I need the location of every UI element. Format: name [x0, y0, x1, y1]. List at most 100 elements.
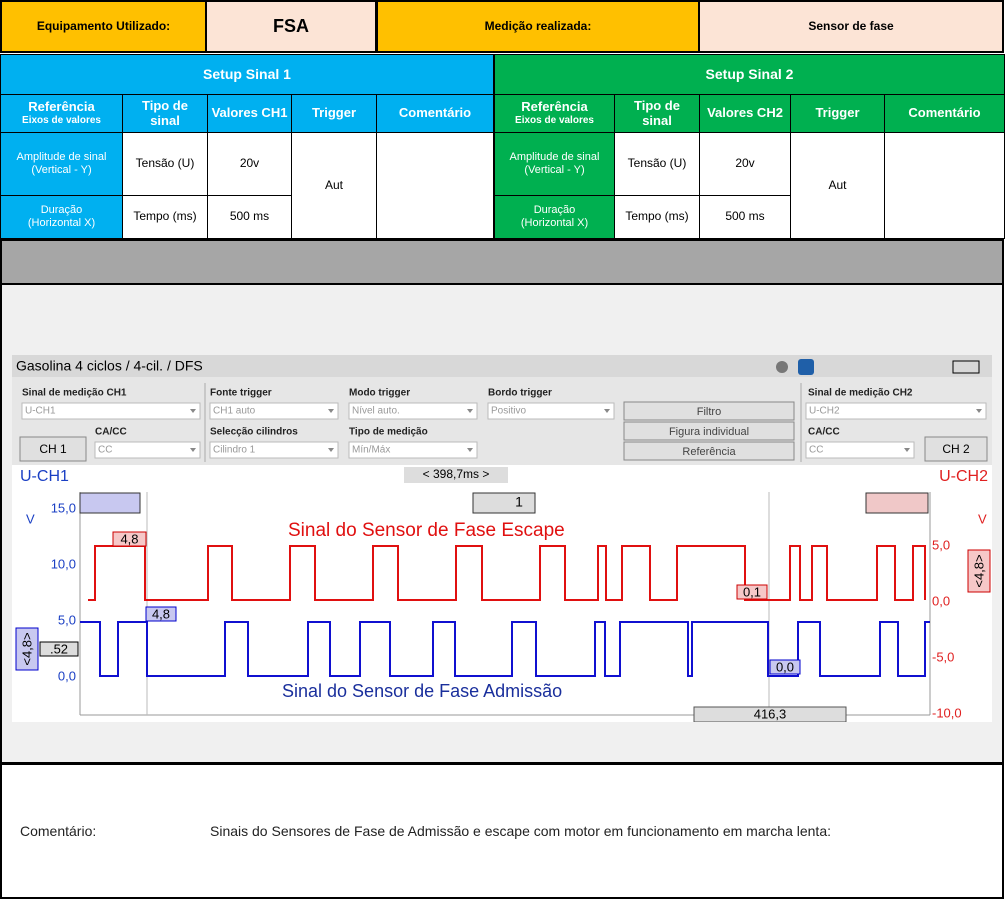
equipment: FSA: [205, 0, 377, 53]
select-value: Nível auto.: [352, 406, 400, 417]
signal-type: Tempo (ms): [122, 195, 208, 239]
select-box[interactable]: [805, 402, 987, 420]
header-text: Referência: [521, 99, 588, 115]
row-label: Amplitude de sinal (Vertical - Y): [494, 132, 615, 196]
row-label-text: Amplitude de sinal: [509, 151, 600, 164]
button[interactable]: [623, 421, 795, 441]
select-arrow: [190, 409, 196, 413]
select-box[interactable]: [209, 402, 339, 420]
select-arrow: [467, 409, 473, 413]
marker-box: [736, 584, 768, 600]
button[interactable]: [623, 401, 795, 421]
row-label-text: Duração: [533, 204, 576, 217]
scope-title: Gasolina 4 ciclos / 4-cil. / DFS: [16, 358, 203, 374]
comment-area: Comentário: Sinais do Sensores de Fase d…: [0, 762, 1004, 899]
select-box[interactable]: [487, 402, 615, 420]
column-header: Trigger: [291, 94, 377, 133]
gray-band: [0, 239, 1004, 285]
status-icon: [776, 361, 788, 373]
row-label: Amplitude de sinal (Vertical - Y): [0, 132, 123, 196]
time-window: < 398,7ms >: [423, 467, 490, 481]
select-value: Positivo: [491, 406, 526, 417]
select-box[interactable]: [348, 402, 478, 420]
select-value: U-CH2: [809, 406, 840, 417]
signal-value: 20v: [699, 132, 791, 196]
select-box[interactable]: [94, 441, 201, 459]
marker-box: [39, 641, 79, 657]
button-label[interactable]: Figura individual: [669, 426, 749, 438]
ticks: 15,0 10,0 5,0 0,0 5,0 0,0 -5,0 -10,0: [51, 500, 962, 720]
column-header: Valores CH2: [699, 94, 791, 133]
left-tick: 10,0: [51, 556, 76, 571]
marker-box: [769, 659, 801, 675]
setup-title: Setup Sinal 2: [494, 54, 1005, 95]
battery: [952, 360, 980, 374]
button[interactable]: [19, 436, 87, 462]
select-box[interactable]: [348, 441, 478, 459]
ch2-label: U-CH2: [939, 468, 988, 485]
signal-value: 500 ms: [699, 195, 791, 239]
select-value: CC: [98, 445, 112, 456]
select-value: Mín/Máx: [352, 445, 390, 456]
marker-label: 0,1: [743, 584, 761, 599]
button-label[interactable]: Referência: [682, 446, 736, 458]
select-arrow: [976, 409, 982, 413]
header-text: Trigger: [815, 105, 860, 121]
row-label-sub: (Vertical - Y): [31, 164, 92, 176]
trigger: Aut: [790, 132, 885, 239]
button[interactable]: [924, 436, 988, 462]
right-tick: 0,0: [932, 593, 950, 608]
signal-type: Tensão (U): [122, 132, 208, 196]
column-header: Trigger: [790, 94, 885, 133]
marker-label: .52: [50, 641, 68, 656]
ch1-label: U-CH1: [20, 468, 69, 485]
select-arrow: [328, 409, 334, 413]
marker-box: [112, 531, 147, 547]
marker-box: [15, 627, 39, 671]
measurement-label: Medição realizada:: [376, 0, 700, 53]
oscilloscope: Gasolina 4 ciclos / 4-cil. / DFS Sinal d…: [12, 355, 992, 722]
column-header: Tipo de sinal: [614, 94, 700, 133]
select-arrow: [467, 448, 473, 452]
header-text: Tipo de sinal: [142, 97, 188, 128]
field-label: Sinal de medição CH1: [22, 388, 127, 399]
column-header: Comentário: [884, 94, 1005, 133]
column-header: Valores CH1: [207, 94, 292, 133]
right-tick: 5,0: [932, 537, 950, 552]
fields: Sinal de medição CH1 U-CH1 CA/CC CC Fonte tr…: [19, 388, 988, 462]
signal-type: Tensão (U): [614, 132, 700, 196]
row-label-text: Amplitude de sinal: [16, 151, 107, 164]
row-label-sub: (Vertical - Y): [524, 164, 585, 176]
select-box[interactable]: [209, 441, 339, 459]
left-tick: 5,0: [58, 612, 76, 627]
select-arrow: [190, 448, 196, 452]
trigger: Aut: [291, 132, 377, 239]
field-label: Tipo de medição: [349, 427, 428, 438]
button-label[interactable]: Filtro: [697, 406, 721, 418]
header-text: Trigger: [311, 105, 357, 121]
admission-trace: [80, 621, 930, 677]
signal-value: 500 ms: [207, 195, 292, 239]
button-label[interactable]: CH 2: [942, 442, 970, 456]
button-label[interactable]: CH 1: [39, 442, 67, 456]
cursor-value: 416,3: [754, 706, 787, 721]
select-value: CH1 auto: [213, 406, 256, 417]
select-arrow: [604, 409, 610, 413]
header-text: Referência: [28, 99, 95, 115]
header-text: Comentário: [908, 105, 981, 121]
select-box[interactable]: [805, 441, 915, 459]
header-sub: Eixos de valores: [515, 115, 594, 127]
select-box[interactable]: [21, 402, 201, 420]
select-value: CC: [809, 445, 823, 456]
marker-label: 4,8: [152, 606, 170, 621]
annotation-admission: Sinal do Sensor de Fase Admissão: [282, 681, 562, 701]
signal-type: Tempo (ms): [614, 195, 700, 239]
select-value: U-CH1: [25, 406, 56, 417]
row-label-sub: (Horizontal X): [27, 217, 96, 229]
trigger-box: [472, 492, 536, 514]
select-arrow: [904, 448, 910, 452]
field-label: CA/CC: [95, 427, 127, 438]
left-tick: 0,0: [58, 668, 76, 683]
button[interactable]: [623, 441, 795, 461]
